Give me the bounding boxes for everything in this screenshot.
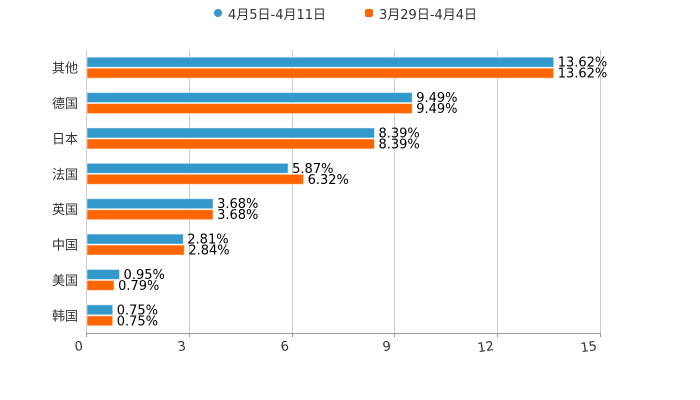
bar-series-2[interactable]	[86, 209, 214, 221]
value-label: 9.49%	[416, 102, 457, 117]
bar-series-2[interactable]	[86, 173, 305, 185]
x-tick-label: 15	[580, 339, 598, 356]
bar-series-1[interactable]	[86, 56, 555, 68]
value-label: 0.75%	[117, 303, 158, 318]
value-label: 5.87%	[292, 162, 333, 177]
legend-label: 3月29日-4月4日	[379, 7, 478, 23]
legend-label: 4月5日-4月11日	[228, 7, 327, 23]
x-tick-label: 9	[382, 339, 392, 355]
value-label: 3.68%	[217, 208, 258, 223]
category-label: 英国	[52, 203, 78, 218]
x-tick-label: 12	[477, 339, 495, 356]
chart-legend: 4月5日-4月11日 3月29日-4月4日	[0, 4, 700, 23]
category-label: 德国	[52, 97, 78, 112]
legend-item-series-1[interactable]: 4月5日-4月11日	[214, 4, 327, 23]
bar-series-1[interactable]	[86, 268, 121, 280]
bar-series-1[interactable]	[86, 162, 289, 174]
category-label: 日本	[52, 132, 78, 147]
category-label: 韩国	[52, 309, 78, 324]
value-label: 8.39%	[378, 137, 419, 152]
value-label: 9.49%	[416, 91, 457, 106]
legend-item-series-2[interactable]: 3月29日-4月4日	[365, 4, 478, 23]
bar-series-2[interactable]	[86, 279, 115, 291]
bar-series-1[interactable]	[86, 198, 214, 210]
bar-series-2[interactable]	[86, 67, 555, 79]
square-marker-icon	[365, 9, 373, 17]
value-label: 0.79%	[118, 279, 159, 294]
value-label: 6.32%	[308, 173, 349, 188]
value-label: 13.62%	[558, 56, 608, 71]
circle-marker-icon	[214, 9, 222, 17]
value-label: 13.62%	[558, 67, 608, 82]
bar-series-2[interactable]	[86, 103, 413, 115]
bar-series-1[interactable]	[86, 127, 375, 139]
value-label: 2.84%	[188, 244, 229, 259]
value-label: 0.75%	[117, 314, 158, 329]
bar-series-1[interactable]	[86, 304, 114, 316]
x-tick-label: 6	[280, 339, 290, 355]
x-tick-label: 0	[74, 339, 84, 355]
bar-series-2[interactable]	[86, 244, 185, 256]
value-label: 8.39%	[378, 126, 419, 141]
bar-series-1[interactable]	[86, 92, 413, 104]
value-label: 3.68%	[217, 197, 258, 212]
x-tick-label: 3	[177, 339, 187, 355]
value-label: 2.81%	[187, 233, 228, 248]
bar-series-2[interactable]	[86, 315, 114, 327]
bar-series-1[interactable]	[86, 233, 184, 245]
category-label: 美国	[52, 274, 78, 289]
category-label: 法国	[52, 168, 78, 183]
value-label: 0.95%	[124, 268, 165, 283]
category-label: 其他	[52, 62, 78, 77]
bar-series-2[interactable]	[86, 138, 375, 150]
category-label: 中国	[52, 239, 78, 254]
